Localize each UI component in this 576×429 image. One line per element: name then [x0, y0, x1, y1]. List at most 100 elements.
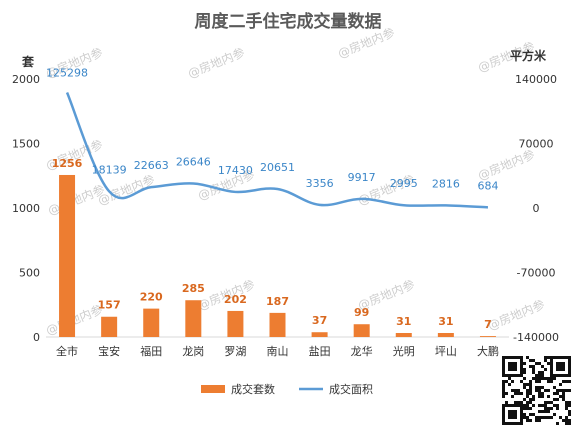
qr-module	[544, 368, 547, 371]
qr-module	[514, 356, 517, 359]
qr-module	[559, 395, 562, 398]
watermark-text: @房地内参	[486, 296, 547, 332]
qr-module	[550, 377, 553, 380]
bar-data-label: 220	[140, 291, 163, 304]
qr-module	[568, 356, 571, 359]
qr-module	[556, 368, 559, 371]
qr-module	[553, 392, 556, 395]
right-tick-label: -70000	[517, 267, 556, 280]
qr-module	[562, 398, 565, 401]
qr-module	[502, 416, 505, 419]
qr-module	[520, 407, 523, 410]
qr-module	[553, 374, 556, 377]
qr-module	[514, 410, 517, 413]
qr-module	[550, 365, 553, 368]
bar-data-label: 7	[484, 318, 492, 331]
qr-module	[514, 368, 517, 371]
qr-module	[520, 371, 523, 374]
qr-module	[556, 422, 559, 425]
qr-module	[523, 404, 526, 407]
legend-line-label: 成交面积	[329, 382, 373, 396]
qr-module	[526, 383, 529, 386]
x-tick-label: 龙华	[351, 344, 373, 358]
qr-module	[508, 383, 511, 386]
qr-module	[520, 368, 523, 371]
qr-module	[529, 401, 532, 404]
qr-module	[565, 422, 568, 425]
qr-module	[565, 356, 568, 359]
qr-module	[511, 404, 514, 407]
line-data-label: 684	[477, 179, 498, 192]
bar-data-label: 31	[396, 315, 411, 328]
left-tick-label: 1500	[12, 138, 40, 151]
qr-module	[556, 362, 559, 365]
qr-module	[550, 416, 553, 419]
legend-bar-swatch	[201, 385, 225, 393]
qr-module	[529, 392, 532, 395]
qr-module	[538, 395, 541, 398]
qr-module	[535, 416, 538, 419]
qr-module	[514, 413, 517, 416]
qr-module	[511, 368, 514, 371]
qr-module	[556, 374, 559, 377]
left-tick-label: 2000	[12, 73, 40, 86]
qr-module	[535, 386, 538, 389]
line-data-labels: 125298 18139 22663 26646 17430 20651 3356 9917 2…	[46, 67, 498, 193]
qr-module	[505, 401, 508, 404]
qr-module	[547, 410, 550, 413]
qr-module	[520, 365, 523, 368]
qr-module	[541, 377, 544, 380]
qr-module	[502, 422, 505, 425]
line-data-label: 3356	[306, 177, 334, 190]
qr-module	[532, 413, 535, 416]
line-data-label: 125298	[46, 67, 88, 80]
right-tick-label: -140000	[513, 331, 559, 344]
qr-module	[544, 401, 547, 404]
right-tick-label: 0	[533, 202, 540, 215]
qr-module	[526, 419, 529, 422]
qr-module	[508, 368, 511, 371]
x-tick-label: 龙岗	[182, 345, 204, 358]
bar-data-label: 202	[224, 293, 247, 306]
qr-module	[532, 404, 535, 407]
right-axis-unit: 平方米	[510, 48, 547, 63]
qr-module	[502, 362, 505, 365]
qr-module	[553, 377, 556, 380]
qr-module	[523, 377, 526, 380]
qr-module	[511, 389, 514, 392]
x-tick-label: 宝安	[98, 344, 120, 358]
qr-module	[520, 422, 523, 425]
qr-module	[520, 359, 523, 362]
qr-module	[523, 398, 526, 401]
qr-module	[565, 419, 568, 422]
qr-module	[529, 386, 532, 389]
qr-module	[562, 362, 565, 365]
qr-module	[532, 377, 535, 380]
qr-module	[523, 368, 526, 371]
qr-module	[550, 374, 553, 377]
qr-module	[565, 374, 568, 377]
qr-module	[535, 419, 538, 422]
qr-module	[544, 356, 547, 359]
qr-module	[532, 368, 535, 371]
qr-module	[514, 392, 517, 395]
qr-module	[565, 380, 568, 383]
qr-module	[568, 401, 571, 404]
line-data-label: 2995	[390, 177, 418, 190]
qr-module	[562, 380, 565, 383]
qr-module	[523, 371, 526, 374]
qr-module	[547, 407, 550, 410]
qr-module	[547, 362, 550, 365]
qr-module	[520, 401, 523, 404]
qr-module	[529, 359, 532, 362]
qr-module	[502, 380, 505, 383]
qr-module	[538, 416, 541, 419]
qr-module	[565, 404, 568, 407]
qr-module	[514, 401, 517, 404]
qr-module	[553, 413, 556, 416]
qr-module	[523, 362, 526, 365]
qr-module	[505, 374, 508, 377]
qr-module	[529, 389, 532, 392]
qr-module	[538, 410, 541, 413]
qr-module	[532, 398, 535, 401]
